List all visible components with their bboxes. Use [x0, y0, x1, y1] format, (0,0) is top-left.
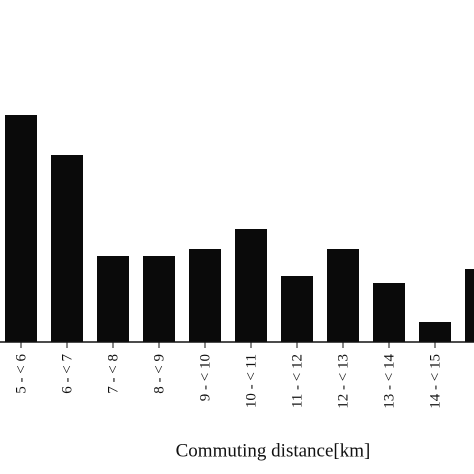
x-tick-label: 7 - < 8	[105, 354, 121, 394]
x-tick-label: 13 - < 14	[381, 354, 397, 409]
bar	[419, 322, 451, 342]
bar	[235, 229, 267, 342]
bar	[465, 269, 474, 342]
bar	[97, 256, 129, 342]
x-tick-label: 6 - < 7	[59, 354, 75, 394]
x-tick-label: 12 - < 13	[335, 354, 351, 409]
bar	[327, 249, 359, 342]
x-tick-label: 11 - < 12	[289, 354, 305, 408]
bar	[51, 155, 83, 342]
x-tick-label: 9 - < 10	[197, 354, 213, 401]
x-tick-label: 14 - < 15	[427, 354, 443, 409]
bar	[189, 249, 221, 342]
x-axis-title: Commuting distance[km]	[176, 440, 371, 461]
bar	[373, 283, 405, 342]
bar	[5, 115, 37, 342]
x-tick-label: 10 - < 11	[243, 354, 259, 408]
x-tick-label: 8 - < 9	[151, 354, 167, 394]
bar	[281, 276, 313, 342]
x-tick-label: 5 - < 6	[13, 354, 29, 394]
bar	[143, 256, 175, 342]
